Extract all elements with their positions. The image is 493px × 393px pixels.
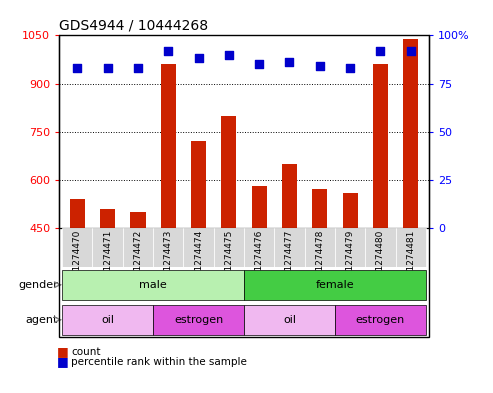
Bar (274, 228, 305, 267)
Bar (62, 270, 244, 300)
Point (73, 65, 81, 71)
Text: estrogen: estrogen (174, 315, 223, 325)
Bar (244, 228, 274, 267)
Bar (62, 305, 153, 335)
Bar (183, 228, 214, 267)
Bar (130, 212, 145, 373)
Bar (282, 164, 297, 373)
Bar (244, 305, 335, 335)
Bar (191, 141, 206, 373)
Text: estrogen: estrogen (356, 315, 405, 325)
Bar (161, 64, 176, 373)
Text: GSM1274480: GSM1274480 (376, 230, 385, 290)
Text: oil: oil (283, 315, 296, 325)
Bar (335, 228, 365, 267)
Bar (153, 228, 183, 267)
Text: GSM1274475: GSM1274475 (224, 230, 233, 290)
Point (225, 51, 233, 58)
Text: percentile rank within the sample: percentile rank within the sample (71, 356, 247, 367)
Point (285, 59, 293, 66)
Text: male: male (139, 280, 167, 290)
Point (377, 48, 385, 54)
Bar (343, 193, 358, 373)
Point (316, 63, 324, 69)
Text: GSM1274479: GSM1274479 (346, 230, 354, 290)
Text: female: female (316, 280, 354, 290)
Bar (251, 186, 267, 373)
Bar (305, 228, 335, 267)
Bar (312, 189, 327, 373)
Text: GSM1274474: GSM1274474 (194, 230, 203, 290)
Text: GSM1274472: GSM1274472 (134, 230, 142, 290)
Text: oil: oil (101, 315, 114, 325)
Point (195, 55, 203, 62)
Bar (70, 199, 85, 373)
Bar (373, 64, 388, 373)
Text: GSM1274476: GSM1274476 (255, 230, 264, 290)
Point (134, 65, 142, 71)
Point (104, 65, 111, 71)
Bar (100, 209, 115, 373)
Text: ■: ■ (57, 345, 69, 358)
Bar (93, 228, 123, 267)
Text: ■: ■ (57, 355, 69, 368)
Bar (395, 228, 426, 267)
Bar (335, 305, 426, 335)
Text: count: count (71, 347, 101, 357)
Point (164, 48, 172, 54)
Point (346, 65, 354, 71)
Text: GSM1274471: GSM1274471 (103, 230, 112, 290)
Text: agent: agent (25, 315, 58, 325)
Bar (123, 228, 153, 267)
Text: GSM1274477: GSM1274477 (285, 230, 294, 290)
Text: GSM1274481: GSM1274481 (406, 230, 415, 290)
Bar (221, 116, 237, 373)
Bar (214, 228, 244, 267)
Text: GSM1274473: GSM1274473 (164, 230, 173, 290)
Bar (403, 39, 418, 373)
Point (407, 48, 415, 54)
Bar (244, 270, 426, 300)
Bar (62, 228, 93, 267)
Text: GSM1274470: GSM1274470 (73, 230, 82, 290)
Point (255, 61, 263, 67)
Bar (153, 305, 244, 335)
Text: GSM1274478: GSM1274478 (316, 230, 324, 290)
Bar (365, 228, 395, 267)
Text: GDS4944 / 10444268: GDS4944 / 10444268 (59, 19, 208, 33)
Text: gender: gender (18, 280, 58, 290)
